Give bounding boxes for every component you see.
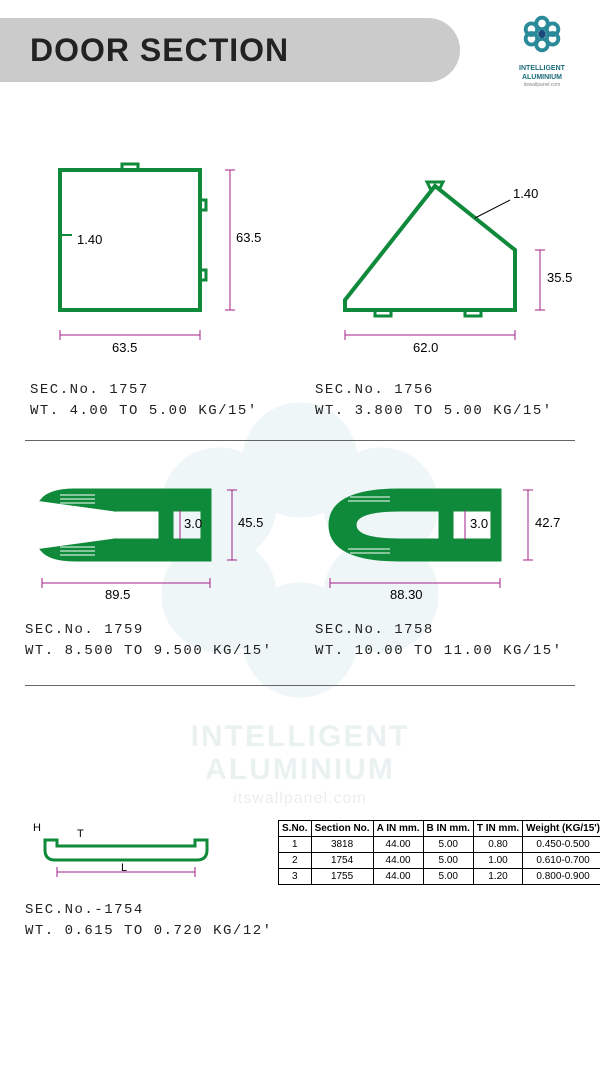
dim-1756-height: 35.5: [547, 270, 572, 285]
dim-1759-height: 45.5: [238, 515, 263, 530]
page-title: DOOR SECTION: [30, 32, 289, 69]
diagram-1754: H T L: [25, 820, 245, 890]
th-t: T IN mm.: [473, 821, 522, 837]
caption-1758: SEC.No. 1758 WT. 10.00 TO 11.00 KG/15': [315, 620, 563, 662]
divider-1: [25, 440, 575, 441]
dim-1758-gap: 3.0: [470, 516, 488, 531]
label-T: T: [77, 828, 84, 840]
dim-1759-length: 89.5: [105, 587, 130, 602]
table-row: 31755 44.005.00 1.200.800-0.900: [279, 869, 600, 885]
caption-1757: SEC.No. 1757 WT. 4.00 TO 5.00 KG/15': [30, 380, 258, 422]
table-header-row: S.No. Section No. A IN mm. B IN mm. T IN…: [279, 821, 600, 837]
dim-1758-length: 88.30: [390, 587, 423, 602]
caption-1754: SEC.No.-1754 WT. 0.615 TO 0.720 KG/12': [25, 900, 273, 942]
dim-1756-width: 62.0: [413, 340, 438, 355]
diagram-1759: 3.0 45.5 89.5: [20, 465, 280, 615]
caption-1756: SEC.No. 1756 WT. 3.800 TO 5.00 KG/15': [315, 380, 553, 422]
label-H: H: [33, 822, 41, 834]
spec-table: S.No. Section No. A IN mm. B IN mm. T IN…: [278, 820, 600, 885]
dim-1759-gap: 3.0: [184, 516, 202, 531]
dim-1757-height: 63.5: [236, 230, 261, 245]
dim-1757-width: 63.5: [112, 340, 137, 355]
watermark-text: INTELLIGENT ALUMINIUM itswallpanel.com: [0, 720, 600, 808]
dim-1757-thick: 1.40: [77, 232, 102, 247]
brand-logo: INTELLIGENT ALUMINIUM itswallpanel.com: [502, 10, 582, 88]
caption-1759: SEC.No. 1759 WT. 8.500 TO 9.500 KG/15': [25, 620, 273, 662]
header-bar: DOOR SECTION: [0, 18, 460, 82]
brand-name-1: INTELLIGENT: [502, 65, 582, 72]
table-row: 21754 44.005.00 1.000.610-0.700: [279, 853, 600, 869]
diagram-1757: 1.40 63.5 63.5: [30, 150, 270, 380]
th-a: A IN mm.: [373, 821, 423, 837]
brand-name-2: ALUMINIUM: [502, 74, 582, 81]
th-secno: Section No.: [311, 821, 373, 837]
th-sno: S.No.: [279, 821, 312, 837]
th-wt: Weight (KG/15'): [523, 821, 600, 837]
label-L: L: [121, 862, 127, 874]
diagram-1756: 1.40 35.5 62.0: [315, 150, 585, 380]
dim-1758-height: 42.7: [535, 515, 560, 530]
brand-site: itswallpanel.com: [502, 82, 582, 88]
logo-icon: [518, 10, 566, 58]
th-b: B IN mm.: [423, 821, 473, 837]
dim-1756-thick: 1.40: [513, 186, 538, 201]
table-row: 13818 44.005.00 0.800.450-0.500: [279, 837, 600, 853]
divider-2: [25, 685, 575, 686]
diagram-1758: 3.0 42.7 88.30: [310, 465, 585, 615]
